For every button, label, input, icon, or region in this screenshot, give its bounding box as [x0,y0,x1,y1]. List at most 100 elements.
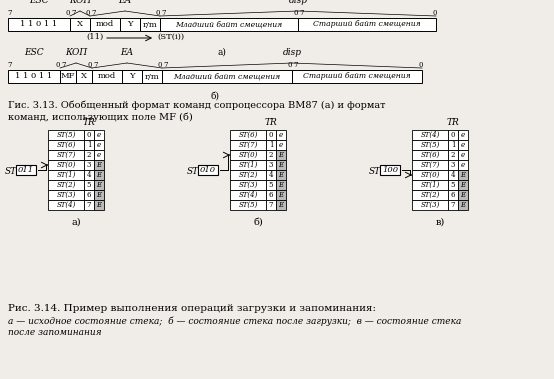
Bar [380,165,400,175]
Text: а — исходное состояние стека;  б — состояние стека после загрузки;  в — состояни: а — исходное состояние стека; б — состоя… [8,317,461,337]
Text: ST(1): ST(1) [57,171,76,179]
Text: E: E [460,201,465,209]
Text: E: E [279,161,284,169]
Bar [276,170,286,180]
Bar [162,70,292,83]
Bar [266,140,276,150]
Text: 0: 0 [294,9,298,17]
Text: ST(3): ST(3) [420,201,440,209]
Text: mod: mod [98,72,116,80]
Bar [120,18,140,31]
Text: команд, использующих поле MF (б): команд, использующих поле MF (б) [8,113,193,122]
Text: 4: 4 [451,171,455,179]
Text: б): б) [253,218,263,227]
Text: 5: 5 [451,181,455,189]
Bar [266,200,276,210]
Bar [230,190,266,200]
Bar [70,18,90,31]
Text: e: e [461,131,465,139]
Bar [160,18,298,31]
Text: Старший байт смещения: Старший байт смещения [313,20,421,28]
Bar [298,18,436,31]
Text: 100: 100 [382,166,398,174]
Text: 7: 7 [163,61,167,69]
Text: ST(4): ST(4) [420,131,440,139]
Text: mod: mod [96,20,114,28]
Text: E: E [460,181,465,189]
Bar [94,190,104,200]
Text: ST(5): ST(5) [238,201,258,209]
Bar [48,130,84,140]
Bar [266,160,276,170]
Text: 1 1 0 1 1: 1 1 0 1 1 [20,20,58,28]
Bar [48,150,84,160]
Text: E: E [96,181,101,189]
Bar [266,180,276,190]
Text: e: e [279,141,283,149]
Bar [266,190,276,200]
Bar [276,150,286,160]
Text: 6: 6 [451,191,455,199]
Bar [230,180,266,190]
Text: E: E [279,171,284,179]
Text: e: e [461,161,465,169]
Text: EA: EA [119,0,131,5]
Text: EA: EA [120,48,134,57]
Text: 1 1 0 1 1: 1 1 0 1 1 [16,72,53,80]
Bar [276,160,286,170]
Bar [84,140,94,150]
Text: ST(1): ST(1) [238,161,258,169]
Text: X: X [77,20,83,28]
Text: ST(2): ST(2) [238,171,258,179]
Text: ST(5): ST(5) [57,131,76,139]
Bar [60,70,76,83]
Text: MF: MF [61,72,75,80]
Bar [48,190,84,200]
Text: Рис. 3.14. Пример выполнения операций загрузки и запоминания:: Рис. 3.14. Пример выполнения операций за… [8,304,376,313]
Text: 7: 7 [87,201,91,209]
Text: 4: 4 [269,171,273,179]
Bar [266,130,276,140]
Text: ST(2): ST(2) [57,181,76,189]
Text: E: E [96,191,101,199]
Text: 0: 0 [56,61,60,69]
Bar [94,200,104,210]
Bar [276,130,286,140]
Bar [198,165,218,175]
Text: Y: Y [127,20,133,28]
Bar [230,200,266,210]
Text: Младший байт смещения: Младший байт смещения [173,72,280,80]
Bar [266,170,276,180]
Text: 0: 0 [288,61,293,69]
Text: 0: 0 [88,61,93,69]
Bar [276,200,286,210]
Text: TR: TR [265,118,278,127]
Text: 1: 1 [451,141,455,149]
Text: ST(7): ST(7) [420,161,440,169]
Text: r/m: r/m [145,72,160,80]
Text: E: E [279,181,284,189]
Text: 3: 3 [451,161,455,169]
Text: E: E [279,151,284,159]
Text: TR: TR [447,118,459,127]
Bar [230,130,266,140]
Bar [292,70,422,83]
Text: e: e [279,131,283,139]
Text: ST(1): ST(1) [420,181,440,189]
Bar [412,200,448,210]
Text: 0: 0 [433,9,437,17]
Bar [458,160,468,170]
Bar [458,190,468,200]
Bar [142,70,162,83]
Bar [8,70,60,83]
Text: 7: 7 [93,61,98,69]
Bar [448,130,458,140]
Text: E: E [460,171,465,179]
Text: 010: 010 [200,166,216,174]
Text: 0: 0 [419,61,423,69]
Text: ST(5): ST(5) [420,141,440,149]
Bar [266,150,276,160]
Bar [448,170,458,180]
Bar [458,180,468,190]
Bar [84,200,94,210]
